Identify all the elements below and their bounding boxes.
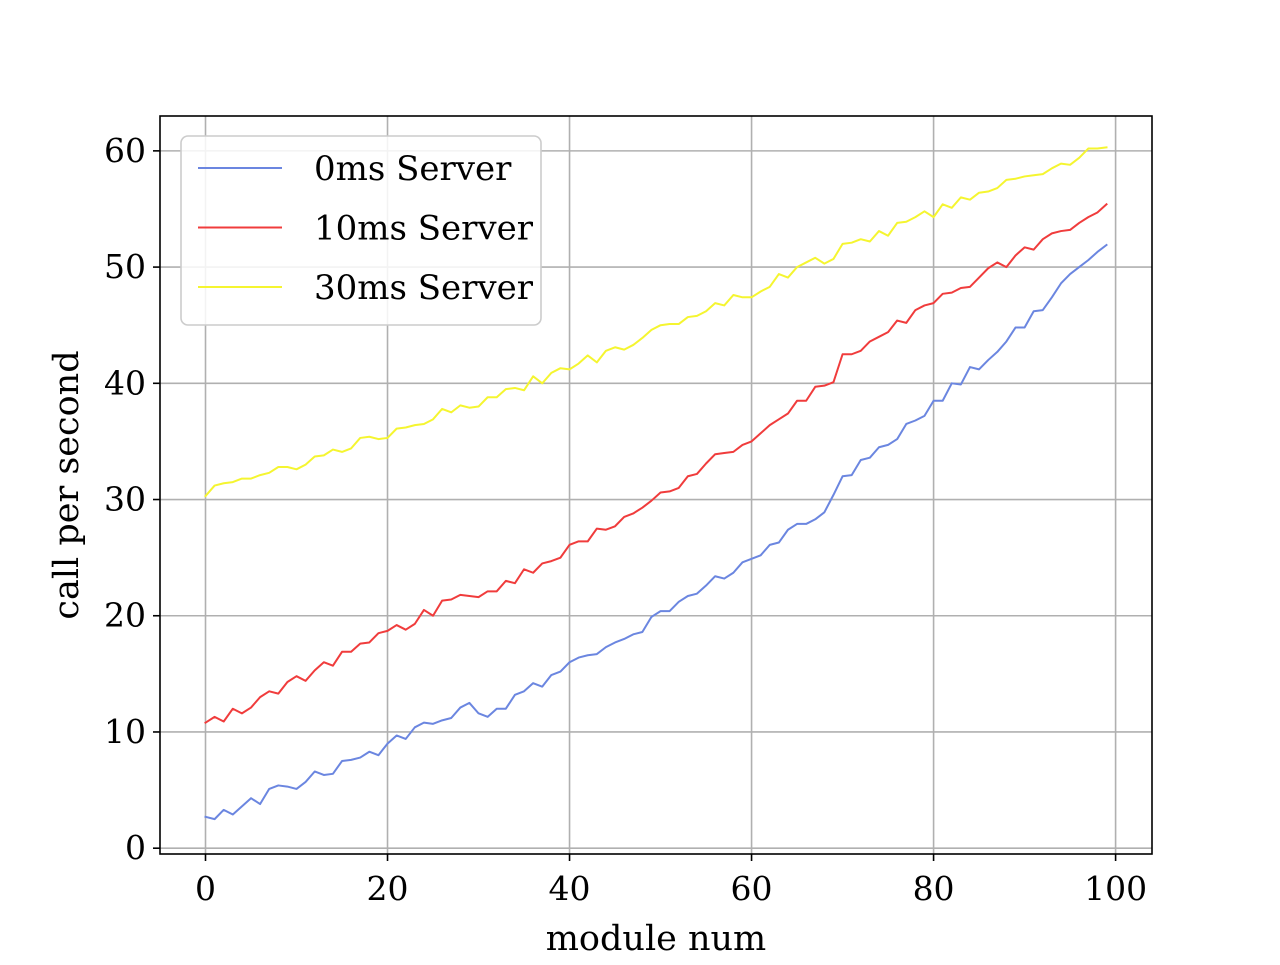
plot-frame bbox=[159, 115, 1153, 855]
x-axis-label: module num bbox=[546, 919, 767, 959]
y-tick-label: 40 bbox=[104, 363, 146, 402]
x-tick-label: 80 bbox=[913, 869, 955, 908]
x-tick-label: 20 bbox=[367, 869, 409, 908]
series-line-1 bbox=[204, 202, 1108, 725]
legend-label-0: 0ms Server bbox=[314, 149, 512, 189]
series-line-0 bbox=[204, 243, 1108, 821]
tick-layer: 0 20 40 60 80 100 0 10 20 30 40 50 60 bbox=[104, 131, 1147, 908]
series-layer bbox=[204, 146, 1108, 821]
y-tick-label: 20 bbox=[104, 596, 146, 635]
legend-label-1: 10ms Server bbox=[314, 209, 534, 249]
y-tick-label: 50 bbox=[104, 247, 146, 286]
y-tick-label: 0 bbox=[125, 828, 146, 867]
x-tick-label: 100 bbox=[1084, 869, 1147, 908]
series-line-2 bbox=[204, 146, 1108, 498]
y-tick-label: 10 bbox=[104, 712, 146, 751]
x-tick-label: 0 bbox=[195, 869, 216, 908]
y-tick-label: 30 bbox=[104, 480, 146, 519]
legend: 0ms Server 10ms Server 30ms Server bbox=[180, 135, 542, 326]
x-tick-label: 60 bbox=[731, 869, 773, 908]
y-tick-label: 60 bbox=[104, 131, 146, 170]
x-tick-label: 40 bbox=[549, 869, 591, 908]
legend-box bbox=[180, 135, 542, 326]
y-axis-label: call per second bbox=[47, 350, 87, 619]
legend-label-2: 30ms Server bbox=[314, 268, 534, 308]
